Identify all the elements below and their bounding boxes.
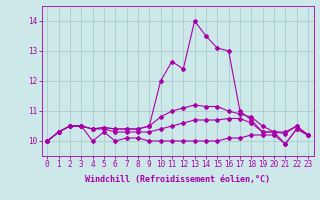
X-axis label: Windchill (Refroidissement éolien,°C): Windchill (Refroidissement éolien,°C) <box>85 175 270 184</box>
